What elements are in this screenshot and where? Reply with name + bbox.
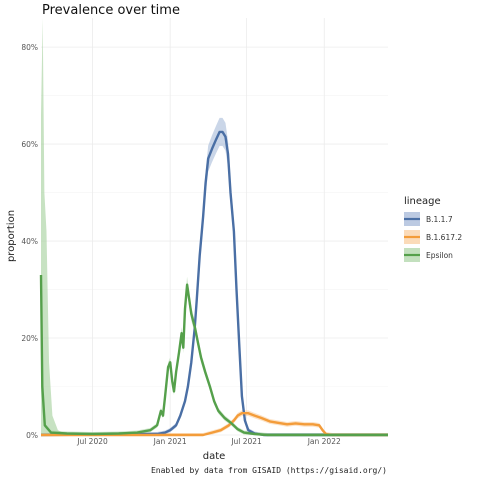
x-tick-label: Jan 2022 [307,437,341,446]
y-tick-label: 40% [21,237,38,246]
y-tick-label: 60% [21,140,38,149]
band-spike-epsilon [41,18,67,435]
series-line-b-1-1-7 [40,130,388,437]
x-axis-ticks: Jul 2020 Jan 2021 Jul 2021 Jan 2022 [76,437,341,446]
y-tick-label: 80% [21,43,38,52]
band-b-1-1-7 [41,117,388,435]
legend-label-b-1-1-7: B.1.1.7 [426,215,453,224]
series-lines [39,130,388,437]
y-tick-label: 0% [26,431,38,440]
legend-label-b-1-617-2: B.1.617.2 [426,233,462,242]
grid [41,18,388,436]
x-tick-label: Jul 2021 [230,437,262,446]
x-axis-label: date [203,451,226,462]
y-axis-ticks: 0% 20% 40% 60% 80% [21,43,38,440]
confidence-bands [41,18,388,435]
band-b-1-617-2 [41,410,388,435]
y-axis-label: proportion [6,210,17,262]
band-epsilon [41,266,388,435]
caption: Enabled by data from GISAID (https://gis… [151,466,387,475]
series-line-b-1-617-2 [41,412,388,437]
legend-label-epsilon: Epsilon [426,251,453,260]
x-tick-label: Jul 2020 [76,437,108,446]
chart-title: Prevalence over time [42,3,180,18]
y-tick-label: 20% [21,334,38,343]
x-tick-label: Jan 2021 [153,437,187,446]
series-line-epsilon [39,274,388,437]
legend: lineage B.1.1.7 B.1.617.2 Epsilon [404,196,462,262]
legend-title: lineage [404,196,441,207]
